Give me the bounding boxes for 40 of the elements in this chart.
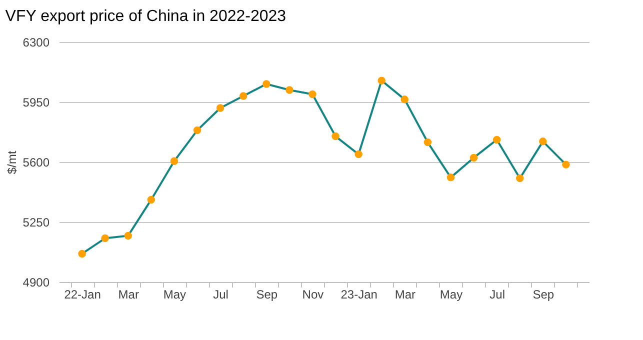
point xyxy=(332,132,340,140)
point xyxy=(216,104,224,112)
x-tick-label: Mar xyxy=(394,288,416,302)
x-tick-label: May xyxy=(440,288,463,302)
x-tick-label: Mar xyxy=(118,288,139,302)
point xyxy=(539,138,547,146)
y-tick-label: 4900 xyxy=(22,276,50,290)
chart-title: VFY export price of China in 2022-2023 xyxy=(5,8,286,25)
point xyxy=(262,80,270,88)
x-tick-label: 22-Jan xyxy=(64,288,101,302)
x-tick-label: Sep xyxy=(256,288,278,302)
point xyxy=(78,250,86,258)
point xyxy=(446,174,455,182)
x-tick-label: Jul xyxy=(490,288,505,302)
point xyxy=(562,160,570,168)
x-tick-label: May xyxy=(163,288,186,302)
point xyxy=(492,136,501,144)
point xyxy=(424,138,432,146)
point xyxy=(170,157,178,166)
point xyxy=(193,126,202,134)
point xyxy=(239,92,248,100)
y-axis-title: $/mt xyxy=(4,150,19,174)
y-tick-label: 5250 xyxy=(22,216,50,230)
point xyxy=(354,150,362,158)
point xyxy=(124,232,132,240)
point xyxy=(470,154,478,162)
point xyxy=(516,174,524,182)
point xyxy=(286,86,294,94)
y-tick-label: 5950 xyxy=(22,96,50,110)
point xyxy=(101,234,109,242)
x-tick-label: 23-Jan xyxy=(340,288,378,302)
y-tick-label: 6300 xyxy=(22,36,50,50)
point xyxy=(147,196,156,204)
x-tick-label: Sep xyxy=(532,288,554,302)
x-tick-label: Jul xyxy=(213,288,228,302)
point xyxy=(308,90,316,98)
y-tick-label: 5600 xyxy=(22,156,50,170)
point xyxy=(400,96,409,104)
point xyxy=(378,76,386,84)
x-tick-label: Nov xyxy=(302,288,324,302)
